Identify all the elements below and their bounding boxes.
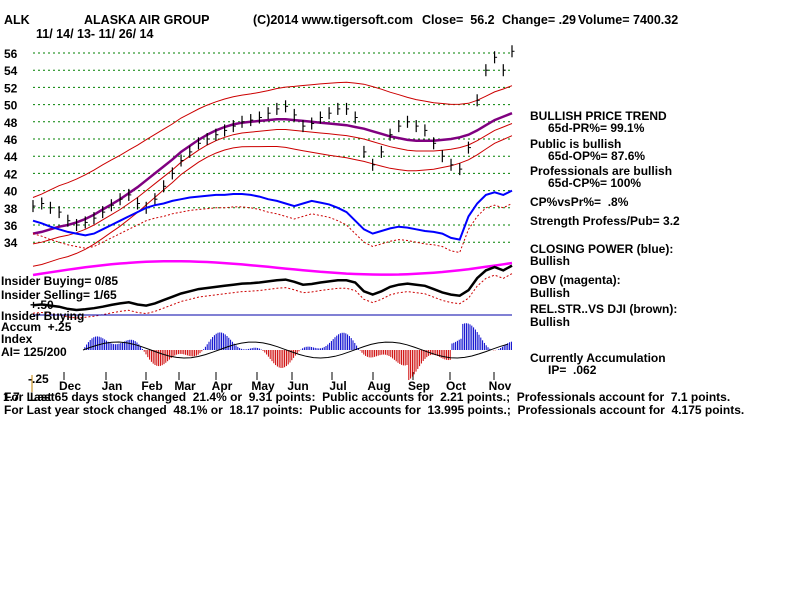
accum-ma-line [82,341,508,359]
x-tick-label: Feb [141,379,162,393]
copyright: (C)2014 www.tigersoft.com [253,13,413,27]
closing-power-title: CLOSING POWER (blue): [530,242,674,256]
x-tick-label: Oct [446,379,466,393]
moving-average-line [32,112,513,235]
y-tick-label: 42 [4,167,18,181]
y-tick-label: 44 [4,150,18,164]
x-tick-label: Mar [174,379,196,393]
x-tick-label: Nov [489,379,512,393]
ticker: ALK [4,13,30,27]
professionals-bullish: Professionals are bullish [530,164,673,178]
closing-power-ma [32,203,513,254]
rel-strength-ma [32,273,513,319]
cp-vs-pr: CP%vsPr%= .8% [530,195,629,209]
x-tick-label: Jul [329,379,346,393]
public-bullish: Public is bullish [530,137,622,151]
index-label: Index [1,332,33,346]
x-tick-label: May [251,379,275,393]
x-tick-label: Aug [367,379,390,393]
company-name: ALASKA AIR GROUP [84,13,210,27]
ai-label: AI= 125/200 [1,345,67,359]
lower-band [32,135,513,267]
closing-power-status: Bullish [530,254,571,268]
overlap-text-b: Last [30,390,55,404]
x-tick-label: Dec [59,379,81,393]
insider-buying-label-2: Insider Buying [1,309,85,323]
x-tick-label: Sep [408,379,430,393]
footer-last-year: For Last year stock changed 48.1% or 18.… [4,403,745,417]
y-tick-label: 38 [4,202,18,216]
y-tick-label: 48 [4,116,18,130]
pr-stat: 65d-PR%= 99.1% [548,121,645,135]
rel-str-status: Bullish [530,315,571,329]
y-tick-label: 36 [4,219,18,233]
y-tick-label: 34 [4,236,18,250]
accumulation-title: Currently Accumulation [530,351,666,365]
accum-plus50-label: +.50 [30,298,54,312]
y-tick-label: 54 [4,64,18,78]
volume: Volume= 7400.32 [578,13,679,27]
y-tick-label: 50 [4,99,18,113]
x-tick-label: Jun [287,379,308,393]
accum-minus25-label: -.25 [28,372,49,386]
overlap-text-a: 1.7 [3,390,20,404]
insider-buying-label: Insider Buying= 0/85 [1,274,119,288]
rel-str-title: REL.STR..VS DJI (brown): [530,302,678,316]
obv-title: OBV (magenta): [530,273,621,287]
y-tick-label: 40 [4,185,18,199]
footer-65-days: For Last 65 days stock changed 21.4% or … [4,390,731,404]
inner-band [32,123,513,245]
trend-title: BULLISH PRICE TREND [530,109,667,123]
rel-strength-line [32,264,513,312]
accum-label: Accum +.25 [1,320,72,334]
ip-stat: IP= .062 [548,363,597,377]
op-stat: 65d-OP%= 87.6% [548,149,646,163]
insider-selling-label: Insider Selling= 1/65 [1,288,117,302]
y-tick-label: 56 [4,47,18,61]
obv-line [32,259,513,277]
closing-power-line [32,189,513,241]
date-range: 11/ 14/ 13- 11/ 26/ 14 [36,27,154,41]
x-tick-label: Apr [212,379,233,393]
y-tick-label: 52 [4,81,18,95]
upper-band [32,81,513,198]
y-tick-label: 46 [4,133,18,147]
close-price: Close= 56.2 [422,13,495,27]
price-change: Change= .29 [502,13,576,27]
cp-stat: 65d-CP%= 100% [548,176,642,190]
strength-ratio: Strength Profess/Pub= 3.2 [530,214,680,228]
x-tick-label: Jan [102,379,123,393]
obv-status: Bullish [530,286,571,300]
